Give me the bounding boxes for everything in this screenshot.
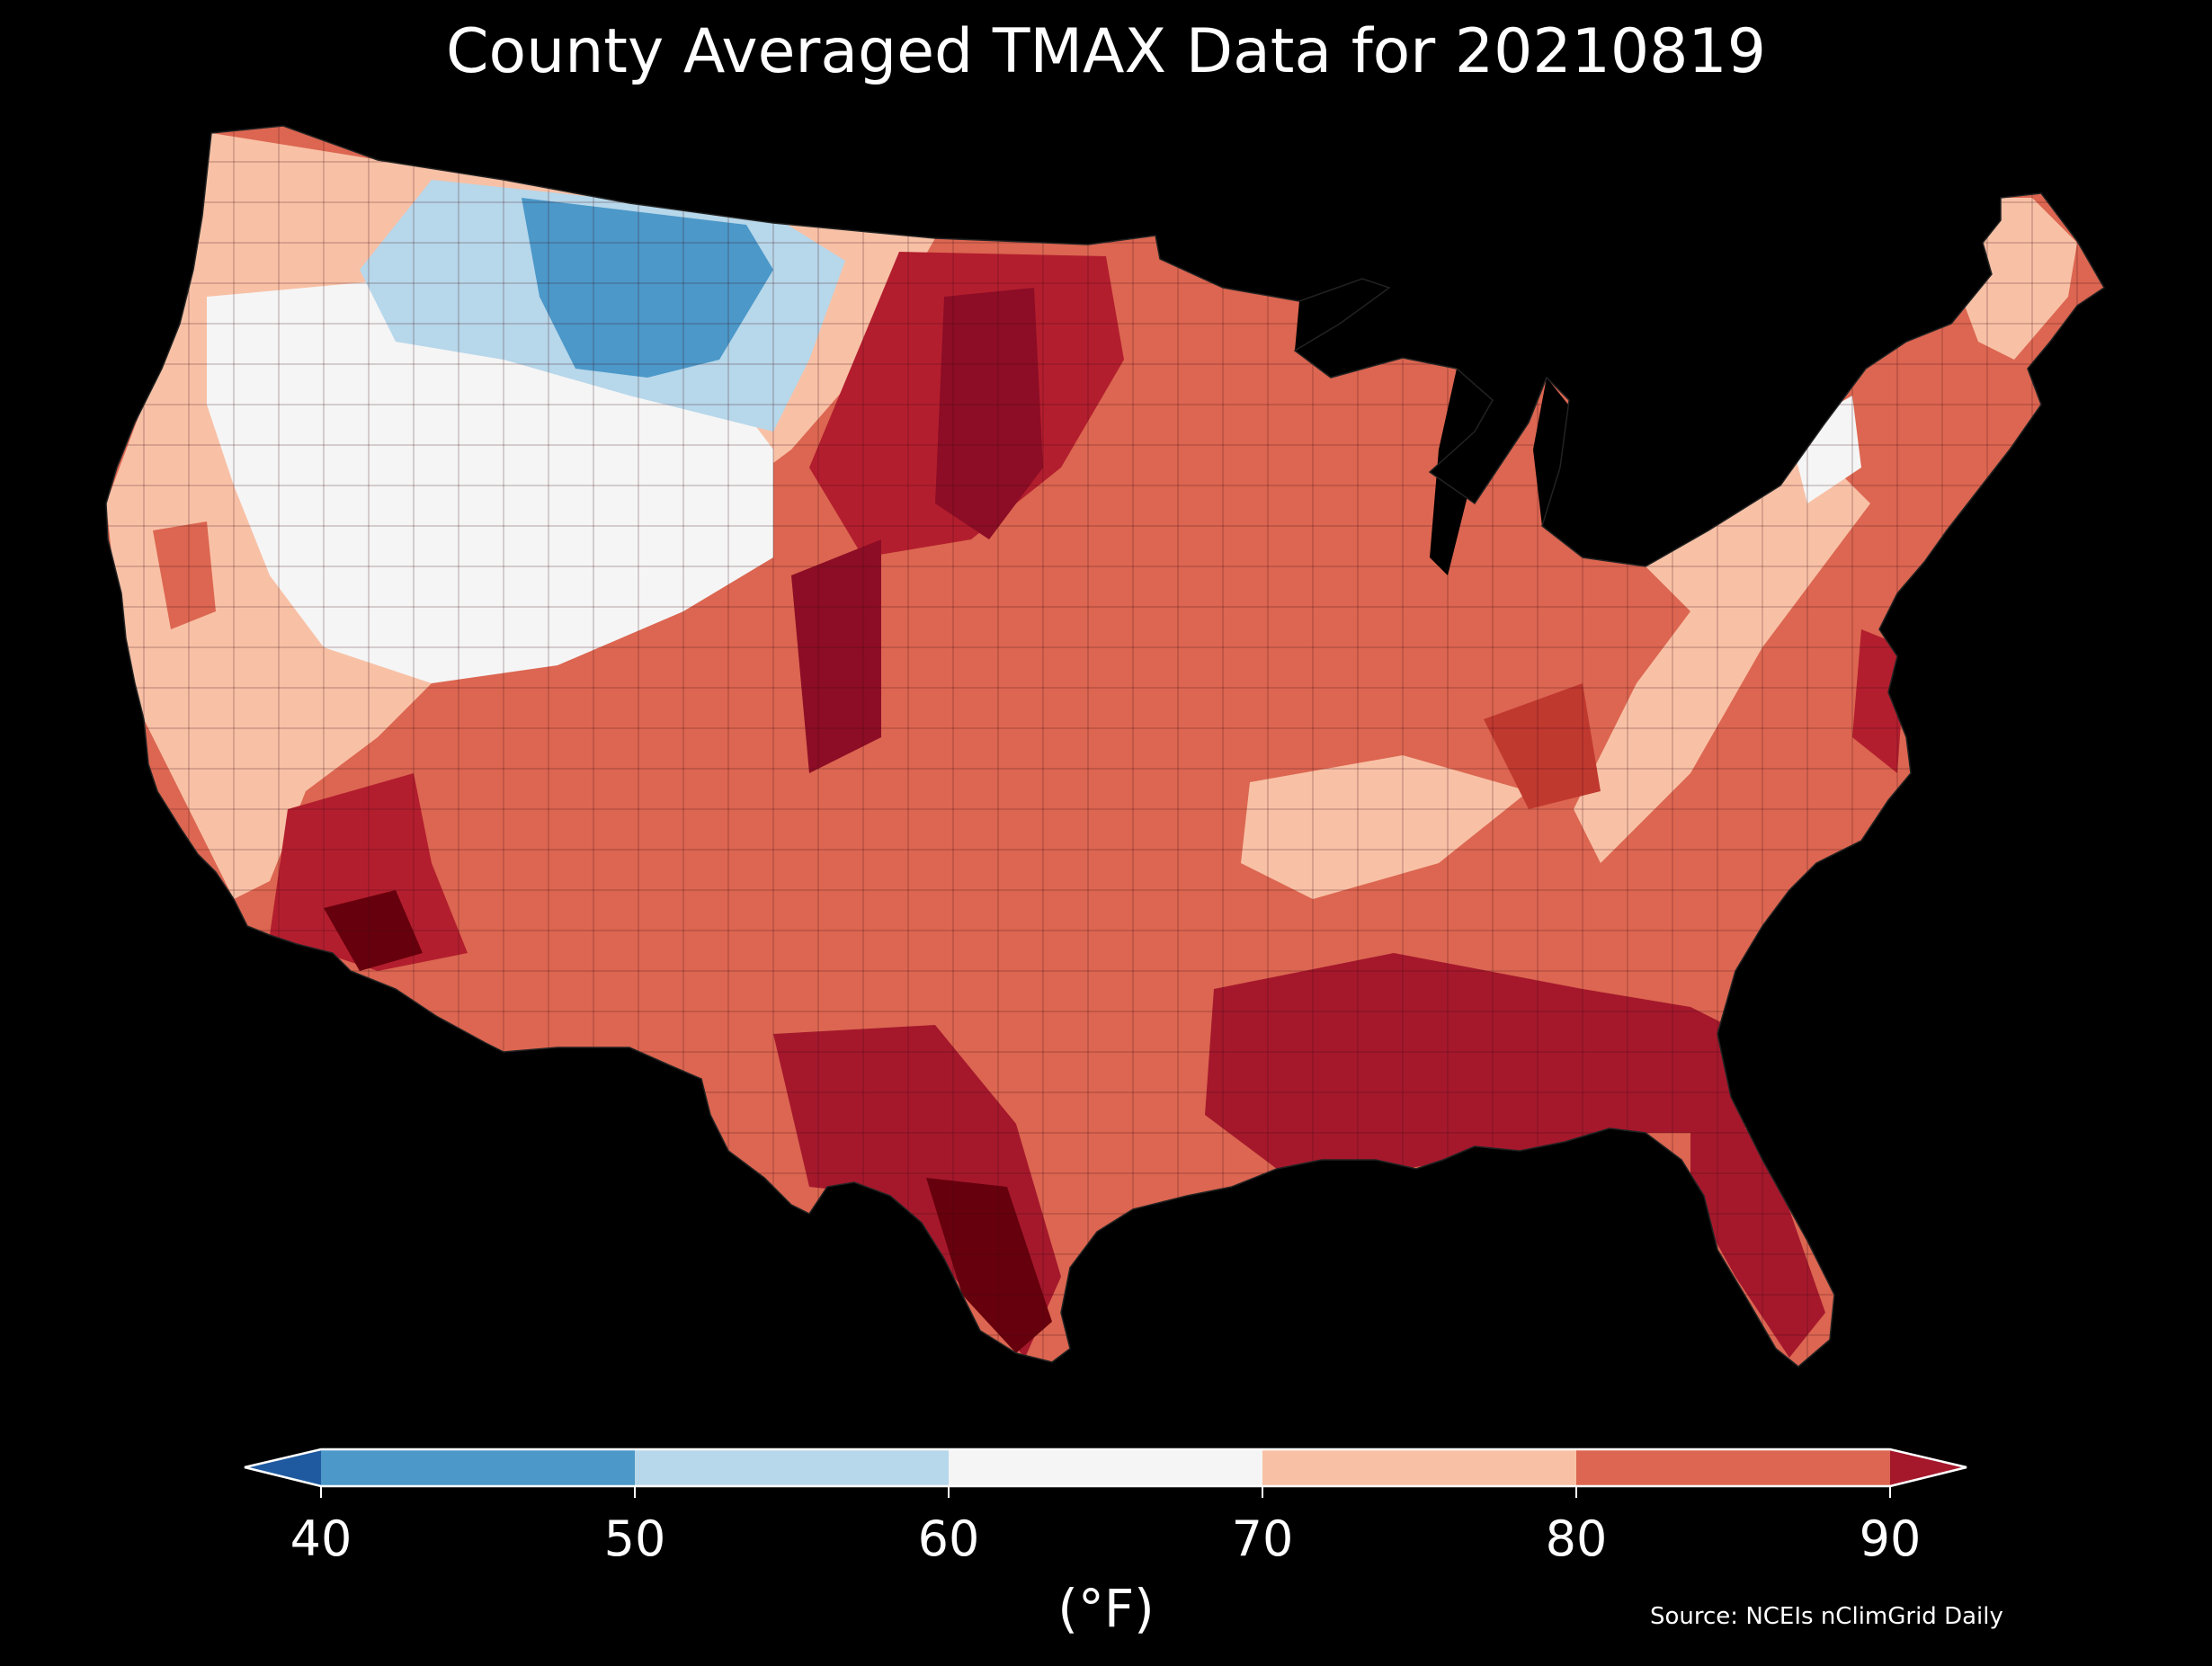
lake-michigan <box>1430 369 1493 575</box>
lake-erie <box>1583 530 1681 566</box>
map-title: County Averaged TMAX Data for 20210819 <box>446 16 1766 87</box>
lake-superior <box>1295 279 1389 351</box>
lake-huron <box>1533 378 1583 526</box>
county-fill-regions <box>106 126 2104 1367</box>
source-credit: Source: NCEIs nClimGrid Daily <box>1650 1603 2003 1630</box>
